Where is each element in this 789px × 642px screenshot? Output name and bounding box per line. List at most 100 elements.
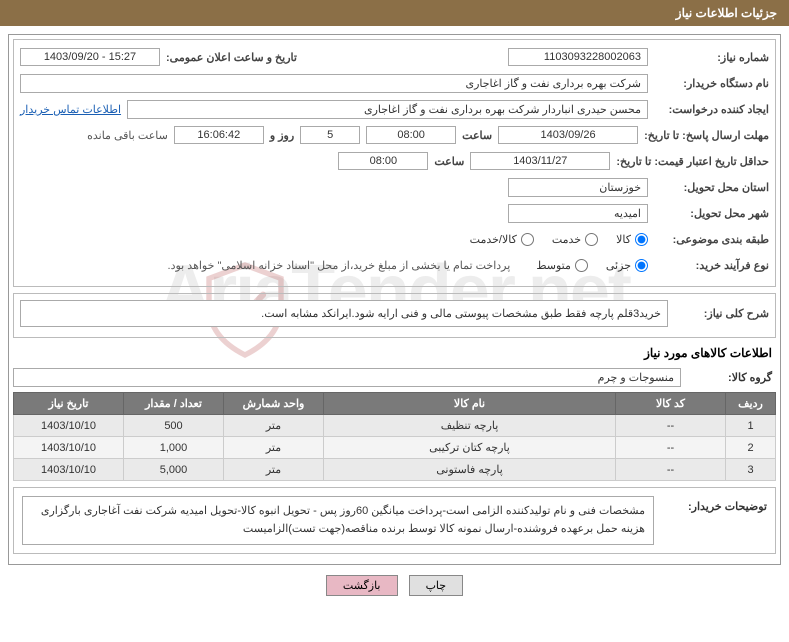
- buyer-notes-line2: هزینه حمل برعهده فروشنده-ارسال نمونه کال…: [31, 521, 645, 539]
- radio-service[interactable]: خدمت: [552, 233, 598, 246]
- goods-group-label: گروه کالا:: [687, 371, 772, 384]
- return-button[interactable]: بازگشت: [326, 575, 398, 596]
- radio-medium-input[interactable]: [575, 259, 588, 272]
- table-header-row: ردیف کد کالا نام کالا واحد شمارش تعداد /…: [14, 393, 776, 415]
- announce-value: 1403/09/20 - 15:27: [20, 48, 160, 66]
- need-number-label: شماره نیاز:: [654, 51, 769, 64]
- class-radio-group: کالا خدمت کالا/خدمت: [470, 233, 648, 246]
- remain-days-label: روز و: [270, 129, 294, 142]
- radio-partial-input[interactable]: [635, 259, 648, 272]
- cell-code: --: [616, 459, 726, 481]
- deadline-date: 1403/09/26: [498, 126, 638, 144]
- cell-qty: 5,000: [124, 459, 224, 481]
- need-desc-frame: شرح کلی نیاز: خرید3قلم پارچه فقط طبق مشخ…: [13, 293, 776, 338]
- buyer-notes-line1: مشخصات فنی و نام تولیدکننده الزامی است-پ…: [31, 503, 645, 521]
- remain-days: 5: [300, 126, 360, 144]
- requester-value: محسن حیدری انباردار شرکت بهره برداری نفت…: [127, 100, 648, 119]
- cell-name: پارچه تنظیف: [324, 415, 616, 437]
- row-classification: طبقه بندی موضوعی: کالا خدمت کالا/خدمت: [20, 228, 769, 250]
- min-valid-time: 08:00: [338, 152, 428, 170]
- contact-buyer-link[interactable]: اطلاعات تماس خریدار: [20, 103, 121, 116]
- cell-qty: 1,000: [124, 437, 224, 459]
- cell-code: --: [616, 437, 726, 459]
- table-row: 3 -- پارچه فاستونی متر 5,000 1403/10/10: [14, 459, 776, 481]
- min-valid-label: حداقل تاریخ اعتبار قیمت: تا تاریخ:: [616, 155, 769, 168]
- radio-goods-service[interactable]: کالا/خدمت: [470, 233, 534, 246]
- min-valid-time-label: ساعت: [434, 155, 464, 168]
- deadline-time-label: ساعت: [462, 129, 492, 142]
- cell-unit: متر: [224, 415, 324, 437]
- cell-date: 1403/10/10: [14, 415, 124, 437]
- cell-n: 3: [726, 459, 776, 481]
- table-row: 2 -- پارچه کتان ترکیبی متر 1,000 1403/10…: [14, 437, 776, 459]
- radio-partial[interactable]: جزئی: [606, 259, 648, 272]
- cell-name: پارچه فاستونی: [324, 459, 616, 481]
- announce-label: تاریخ و ساعت اعلان عمومی:: [166, 51, 297, 64]
- radio-goods-service-input[interactable]: [521, 233, 534, 246]
- main-frame: شماره نیاز: 1103093228002063 تاریخ و ساع…: [8, 34, 781, 565]
- row-province: استان محل تحویل: خوزستان: [20, 176, 769, 198]
- th-unit: واحد شمارش: [224, 393, 324, 415]
- need-desc-label: شرح کلی نیاز:: [674, 307, 769, 320]
- radio-medium[interactable]: متوسط: [536, 259, 588, 272]
- buyer-org-label: نام دستگاه خریدار:: [654, 77, 769, 90]
- need-desc-value: خرید3قلم پارچه فقط طبق مشخصات پیوستی مال…: [20, 300, 668, 327]
- requester-label: ایجاد کننده درخواست:: [654, 103, 769, 116]
- cell-date: 1403/10/10: [14, 437, 124, 459]
- province-label: استان محل تحویل:: [654, 181, 769, 194]
- remain-suffix: ساعت باقی مانده: [87, 129, 168, 142]
- cell-name: پارچه کتان ترکیبی: [324, 437, 616, 459]
- class-label: طبقه بندی موضوعی:: [654, 233, 769, 246]
- radio-service-input[interactable]: [585, 233, 598, 246]
- radio-goods[interactable]: کالا: [616, 233, 648, 246]
- city-value: امیدیه: [508, 204, 648, 223]
- table-row: 1 -- پارچه تنظیف متر 500 1403/10/10: [14, 415, 776, 437]
- cell-n: 2: [726, 437, 776, 459]
- buyer-notes-content: مشخصات فنی و نام تولیدکننده الزامی است-پ…: [22, 496, 654, 545]
- cell-date: 1403/10/10: [14, 459, 124, 481]
- radio-medium-label: متوسط: [536, 259, 571, 272]
- purchase-radio-group: جزئی متوسط: [536, 259, 648, 272]
- th-code: کد کالا: [616, 393, 726, 415]
- th-row: ردیف: [726, 393, 776, 415]
- radio-goods-label: کالا: [616, 233, 631, 246]
- details-frame: شماره نیاز: 1103093228002063 تاریخ و ساع…: [13, 39, 776, 287]
- buyer-notes-label: توضیحات خریدار:: [662, 496, 767, 545]
- row-requester: ایجاد کننده درخواست: محسن حیدری انباردار…: [20, 98, 769, 120]
- row-need-desc: شرح کلی نیاز: خرید3قلم پارچه فقط طبق مشخ…: [20, 300, 769, 327]
- purchase-note: پرداخت تمام یا بخشی از مبلغ خرید،از محل …: [168, 259, 511, 272]
- deadline-time: 08:00: [366, 126, 456, 144]
- cell-n: 1: [726, 415, 776, 437]
- page-header: جزئیات اطلاعات نیاز: [0, 0, 789, 26]
- row-need-number: شماره نیاز: 1103093228002063 تاریخ و ساع…: [20, 46, 769, 68]
- deadline-label: مهلت ارسال پاسخ: تا تاریخ:: [644, 129, 769, 142]
- remain-time: 16:06:42: [174, 126, 264, 144]
- button-row: چاپ بازگشت: [0, 575, 789, 596]
- th-date: تاریخ نیاز: [14, 393, 124, 415]
- city-label: شهر محل تحویل:: [654, 207, 769, 220]
- row-purchase-type: نوع فرآیند خرید: جزئی متوسط پرداخت تمام …: [20, 254, 769, 276]
- row-buyer-org: نام دستگاه خریدار: شرکت بهره برداری نفت …: [20, 72, 769, 94]
- th-qty: تعداد / مقدار: [124, 393, 224, 415]
- row-min-valid: حداقل تاریخ اعتبار قیمت: تا تاریخ: 1403/…: [20, 150, 769, 172]
- buyer-notes-frame: توضیحات خریدار: مشخصات فنی و نام تولیدکن…: [13, 487, 776, 554]
- radio-service-label: خدمت: [552, 233, 581, 246]
- print-button[interactable]: چاپ: [409, 575, 464, 596]
- need-number-value: 1103093228002063: [508, 48, 648, 66]
- goods-table: ردیف کد کالا نام کالا واحد شمارش تعداد /…: [13, 392, 776, 481]
- row-city: شهر محل تحویل: امیدیه: [20, 202, 769, 224]
- radio-goods-service-label: کالا/خدمت: [470, 233, 517, 246]
- cell-code: --: [616, 415, 726, 437]
- goods-info-title: اطلاعات کالاهای مورد نیاز: [17, 346, 772, 360]
- province-value: خوزستان: [508, 178, 648, 197]
- radio-goods-input[interactable]: [635, 233, 648, 246]
- cell-qty: 500: [124, 415, 224, 437]
- th-name: نام کالا: [324, 393, 616, 415]
- row-deadline: مهلت ارسال پاسخ: تا تاریخ: 1403/09/26 سا…: [20, 124, 769, 146]
- goods-group-value: منسوجات و چرم: [13, 368, 681, 387]
- cell-unit: متر: [224, 437, 324, 459]
- min-valid-date: 1403/11/27: [470, 152, 610, 170]
- radio-partial-label: جزئی: [606, 259, 631, 272]
- row-goods-group: گروه کالا: منسوجات و چرم: [13, 366, 772, 388]
- buyer-org-value: شرکت بهره برداری نفت و گاز اغاجاری: [20, 74, 648, 93]
